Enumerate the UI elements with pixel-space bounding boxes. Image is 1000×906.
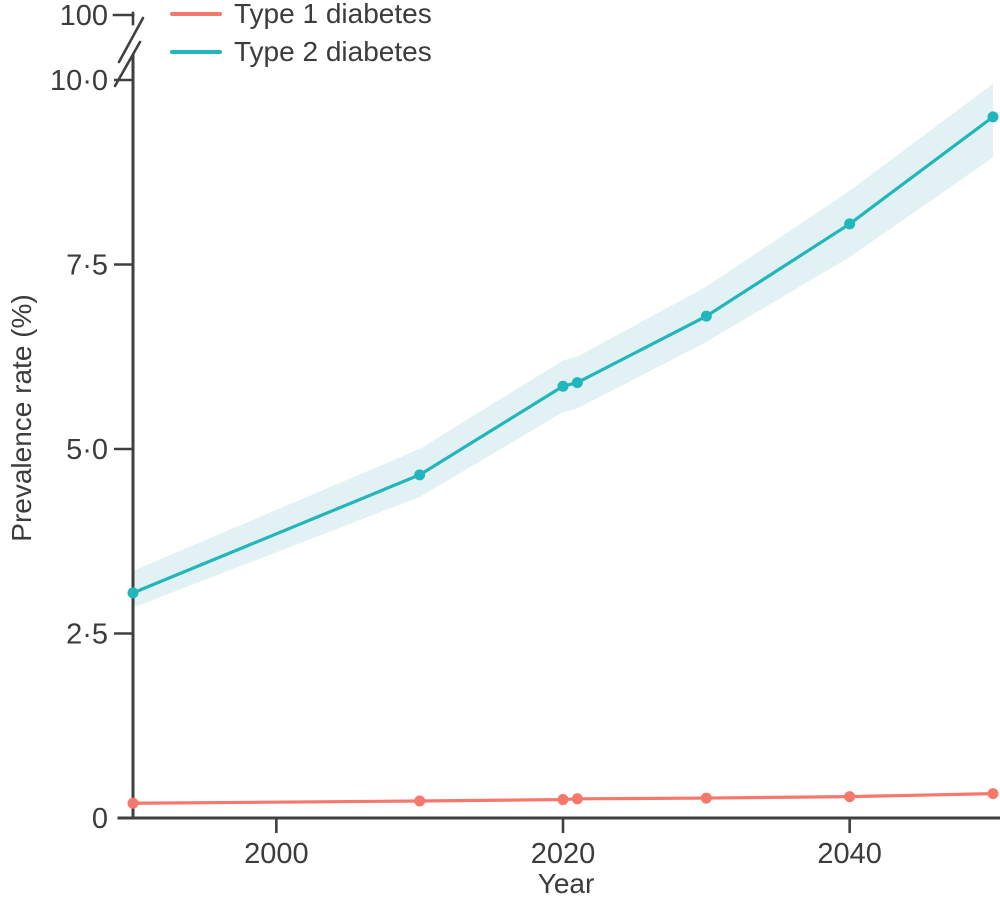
data-point xyxy=(844,791,856,803)
y-tick-label: 5·0 xyxy=(66,434,108,466)
legend-item-type1-diabetes: Type 1 diabetes xyxy=(170,0,432,33)
y-tick-label: 2·5 xyxy=(66,619,108,651)
legend: Type 1 diabetes Type 2 diabetes xyxy=(170,0,432,71)
data-point xyxy=(571,377,583,389)
data-point xyxy=(127,587,139,599)
data-point xyxy=(414,469,426,481)
data-point xyxy=(571,793,583,805)
legend-label-type2: Type 2 diabetes xyxy=(234,36,432,67)
legend-label-type1: Type 1 diabetes xyxy=(234,0,432,29)
data-point xyxy=(844,218,856,230)
axis-break-slash-upper xyxy=(117,16,145,64)
axis-break-slash-lower xyxy=(113,40,142,88)
data-point xyxy=(557,794,569,806)
data-point xyxy=(700,792,712,804)
y-tick-label-100: 100 xyxy=(60,0,108,32)
y-axis-title: Prevalence rate (%) xyxy=(6,294,37,542)
data-point xyxy=(127,797,139,809)
data-point xyxy=(987,788,999,800)
data-point xyxy=(414,795,426,807)
y-tick-label: 0 xyxy=(92,803,108,835)
x-axis-title: Year xyxy=(537,868,595,899)
data-point xyxy=(987,111,999,123)
data-point xyxy=(700,310,712,322)
type2-confidence-band xyxy=(133,83,993,608)
data-point xyxy=(557,380,569,392)
type1-line-swatch xyxy=(170,12,222,16)
x-tick-label: 2000 xyxy=(244,838,309,870)
x-tick-label: 2020 xyxy=(531,838,596,870)
legend-item-type2-diabetes: Type 2 diabetes xyxy=(170,33,432,71)
x-tick-label: 2040 xyxy=(817,838,882,870)
type2-line-swatch xyxy=(170,50,222,54)
y-tick-label: 7·5 xyxy=(66,250,108,282)
y-tick-label: 10·0 xyxy=(50,65,108,97)
